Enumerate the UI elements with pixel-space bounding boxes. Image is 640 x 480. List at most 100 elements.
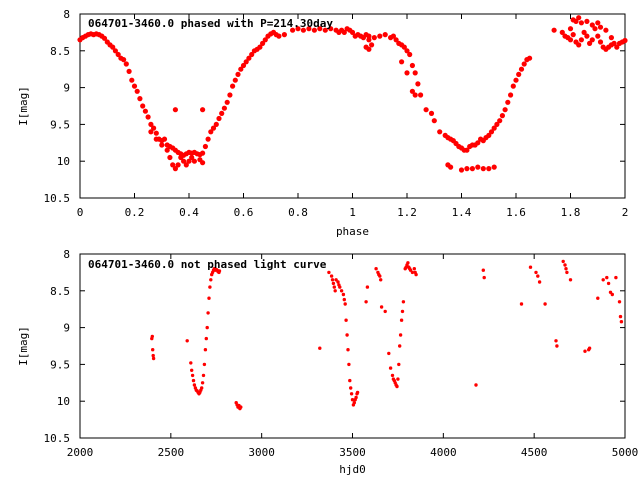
- data-point: [341, 292, 346, 297]
- data-point: [497, 118, 503, 124]
- data-point: [366, 33, 372, 39]
- data-point: [595, 33, 601, 39]
- data-point: [164, 147, 170, 153]
- data-point: [224, 99, 230, 105]
- chart-title: 064701-3460.0 not phased light curve: [88, 258, 327, 271]
- data-point: [619, 320, 624, 324]
- y-tick-label: 8: [63, 248, 70, 261]
- data-point: [414, 272, 418, 277]
- data-point: [338, 285, 342, 289]
- data-point: [595, 20, 601, 26]
- data-point: [415, 81, 421, 87]
- data-point: [112, 48, 118, 54]
- data-point: [482, 275, 486, 280]
- data-point: [555, 344, 559, 348]
- data-point: [131, 83, 138, 89]
- data-point: [343, 302, 347, 306]
- data-point: [379, 305, 384, 309]
- y-tick-label: 10.5: [44, 432, 71, 445]
- x-tick-label: 1.2: [397, 206, 417, 219]
- data-point: [142, 108, 148, 114]
- x-tick-label: 1.4: [452, 206, 472, 219]
- data-points: [150, 259, 624, 411]
- data-point: [295, 26, 301, 32]
- data-point: [148, 129, 154, 135]
- data-point: [276, 33, 282, 39]
- data-point: [192, 383, 197, 387]
- data-point: [190, 368, 194, 372]
- data-point: [589, 22, 595, 28]
- data-point: [110, 44, 116, 50]
- data-point: [201, 373, 206, 378]
- data-point: [605, 275, 609, 280]
- data-point: [583, 349, 587, 353]
- data-point: [382, 31, 388, 38]
- y-axis-ticks: 8 8.5 9 9.5 10 10.5: [44, 248, 625, 445]
- data-point: [597, 39, 604, 45]
- y-tick-label: 8.5: [50, 285, 70, 298]
- data-point: [209, 278, 213, 282]
- x-axis-ticks: 2000 2500 3000 3500 4000 4500 5000: [67, 254, 638, 459]
- data-point: [203, 348, 208, 352]
- data-points: [77, 15, 628, 173]
- data-point: [528, 265, 533, 269]
- unphased-light-curve-panel: 2000 2500 3000 3500 4000 4500 5000 8 8.5 9 9.5 10 1…: [17, 248, 638, 476]
- y-tick-label: 10: [57, 395, 70, 408]
- data-point: [185, 339, 189, 343]
- data-point: [563, 263, 567, 267]
- data-point: [513, 77, 519, 83]
- data-point: [606, 281, 611, 286]
- data-point: [202, 362, 207, 367]
- x-tick-label: 4500: [521, 446, 548, 459]
- data-point: [431, 118, 437, 124]
- x-tick-label: 2500: [158, 446, 185, 459]
- x-tick-label: 0.6: [234, 206, 254, 219]
- data-point: [399, 318, 404, 322]
- data-point: [354, 395, 358, 400]
- data-point: [318, 346, 322, 350]
- data-point: [617, 300, 622, 304]
- data-point: [397, 362, 401, 367]
- data-point: [123, 61, 129, 67]
- data-point: [151, 348, 155, 352]
- data-point: [611, 40, 617, 47]
- data-point: [336, 280, 340, 284]
- data-point: [369, 42, 375, 48]
- data-point: [208, 285, 212, 289]
- data-point: [581, 29, 587, 35]
- data-point: [622, 37, 628, 44]
- data-point: [576, 42, 582, 48]
- data-point: [317, 26, 323, 32]
- x-tick-label: 3500: [339, 446, 366, 459]
- data-point: [587, 40, 593, 47]
- data-point: [603, 27, 609, 33]
- data-point: [217, 269, 222, 273]
- data-point: [428, 110, 435, 116]
- data-point: [344, 318, 348, 322]
- data-point: [172, 166, 178, 172]
- data-point: [614, 44, 620, 50]
- data-point: [189, 361, 193, 365]
- y-tick-label: 9: [63, 82, 70, 95]
- data-point: [578, 20, 585, 26]
- data-point: [469, 166, 475, 172]
- data-point: [601, 278, 605, 282]
- data-point: [412, 70, 418, 76]
- data-point: [561, 259, 565, 264]
- data-point: [345, 333, 349, 337]
- data-point: [347, 362, 351, 367]
- data-point: [474, 383, 478, 387]
- data-point: [565, 270, 569, 275]
- data-point: [486, 166, 492, 172]
- data-point: [464, 166, 470, 172]
- data-point: [339, 289, 344, 293]
- data-point: [300, 27, 306, 33]
- data-point: [494, 121, 500, 127]
- data-point: [505, 99, 511, 105]
- data-point: [167, 154, 173, 161]
- data-point: [151, 353, 155, 358]
- data-point: [366, 46, 372, 52]
- data-point: [618, 314, 623, 319]
- data-point: [205, 136, 211, 142]
- data-point: [395, 384, 399, 389]
